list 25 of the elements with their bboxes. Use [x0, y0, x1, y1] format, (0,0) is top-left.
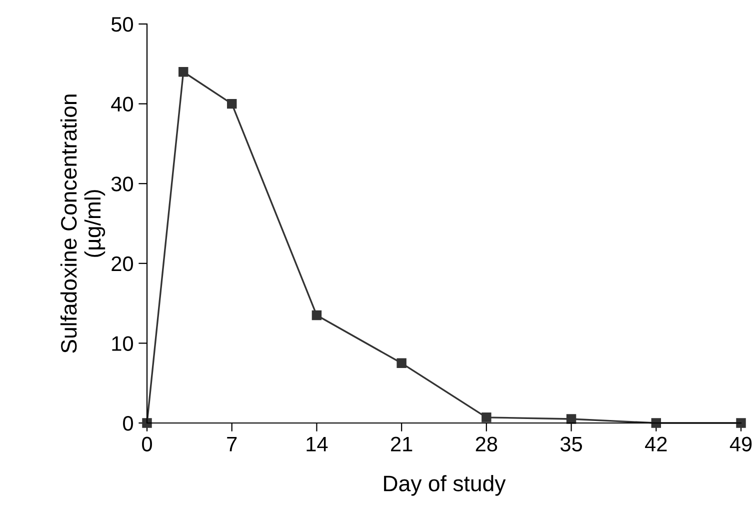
y-tick-label: 40: [111, 96, 133, 112]
y-axis-title: Sulfadoxine Concentration (µg/ml): [60, 94, 106, 353]
point: [651, 418, 662, 428]
point: [736, 418, 746, 428]
x-tick-label: 35: [560, 436, 582, 452]
y-tick-label: 30: [111, 176, 133, 192]
point: [142, 418, 152, 428]
y-tick-label: 10: [112, 336, 133, 351]
y-tick-label: 20: [112, 256, 133, 272]
point: [566, 414, 576, 424]
y-tick-label: 50: [111, 17, 133, 32]
point: [396, 358, 406, 368]
x-tick-label: 7: [227, 436, 237, 452]
x-tick-label: 21: [391, 436, 412, 452]
x-tick-label: 42: [645, 436, 667, 452]
point: [226, 98, 237, 109]
point: [482, 412, 492, 422]
x-tick-label: 49: [730, 436, 752, 452]
x-tick-label: 28: [476, 436, 498, 452]
x-axis-title: Day of study: [384, 475, 506, 496]
point: [178, 67, 188, 77]
x-tick-label: 0: [142, 436, 152, 452]
x-tick-label: 14: [306, 436, 328, 452]
point: [312, 310, 322, 320]
y-tick-label: 0: [123, 416, 133, 431]
